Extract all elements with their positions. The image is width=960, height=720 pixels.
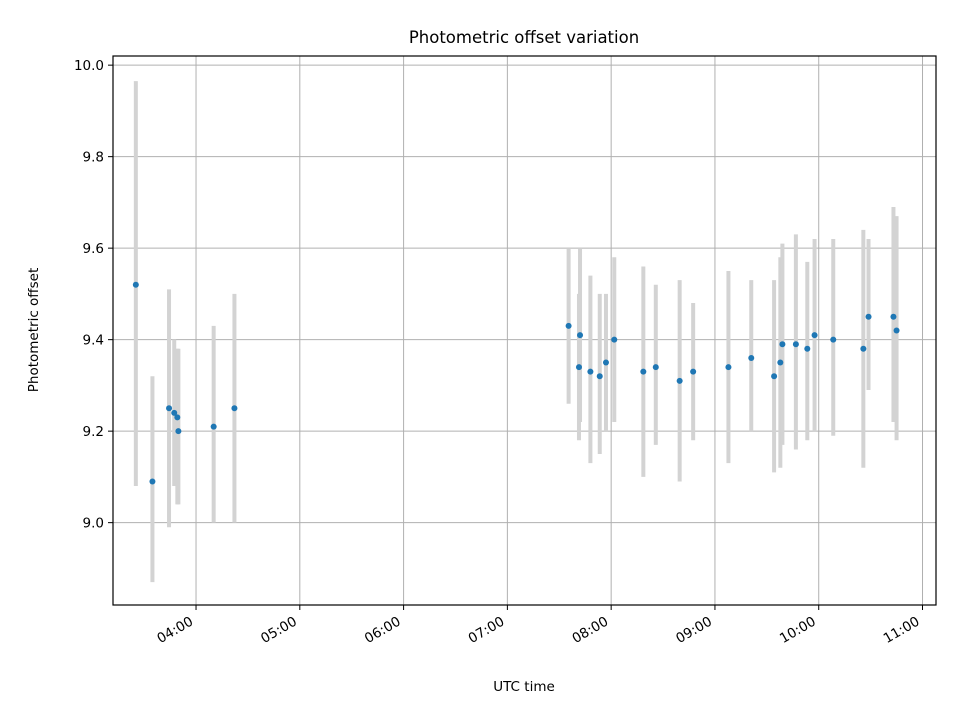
data-point — [575, 364, 582, 371]
data-point — [893, 327, 900, 334]
y-tick-label: 9.2 — [83, 424, 104, 440]
data-point — [725, 364, 732, 371]
data-point — [811, 332, 818, 339]
data-point — [865, 313, 872, 320]
chart-title: Photometric offset variation — [409, 28, 639, 47]
data-point — [231, 405, 238, 412]
data-point — [777, 359, 784, 366]
y-axis-ticks: 9.0 9.2 9.4 9.6 9.8 10.0 — [74, 58, 113, 532]
data-point — [175, 428, 182, 435]
data-point — [210, 423, 217, 430]
data-point — [748, 354, 755, 361]
data-point — [792, 341, 799, 348]
data-point — [149, 478, 156, 485]
data-point — [132, 281, 139, 288]
data-point — [640, 368, 647, 375]
data-point — [587, 368, 594, 375]
y-tick-label: 10.0 — [74, 58, 104, 74]
data-point — [830, 336, 837, 343]
y-axis-label: Photometric offset — [26, 268, 42, 392]
y-tick-label: 9.8 — [83, 150, 104, 166]
data-point — [860, 345, 867, 352]
data-point — [166, 405, 173, 412]
y-tick-label: 9.4 — [83, 333, 104, 349]
data-points — [132, 281, 900, 485]
data-point — [690, 368, 697, 375]
data-point — [577, 332, 584, 339]
data-point — [779, 341, 786, 348]
x-axis-label: UTC time — [493, 679, 555, 695]
plot-frame — [112, 55, 937, 606]
data-point — [602, 359, 609, 366]
y-tick-label: 9.6 — [83, 241, 104, 257]
grid — [113, 56, 936, 605]
data-point — [771, 373, 778, 380]
data-point — [565, 322, 572, 329]
data-point — [676, 377, 683, 384]
data-point — [174, 414, 181, 421]
data-point — [890, 313, 897, 320]
data-point — [652, 364, 659, 371]
data-point — [171, 409, 178, 416]
data-point — [611, 336, 618, 343]
data-point — [596, 373, 603, 380]
y-tick-label: 9.0 — [83, 516, 104, 532]
data-point — [804, 345, 811, 352]
